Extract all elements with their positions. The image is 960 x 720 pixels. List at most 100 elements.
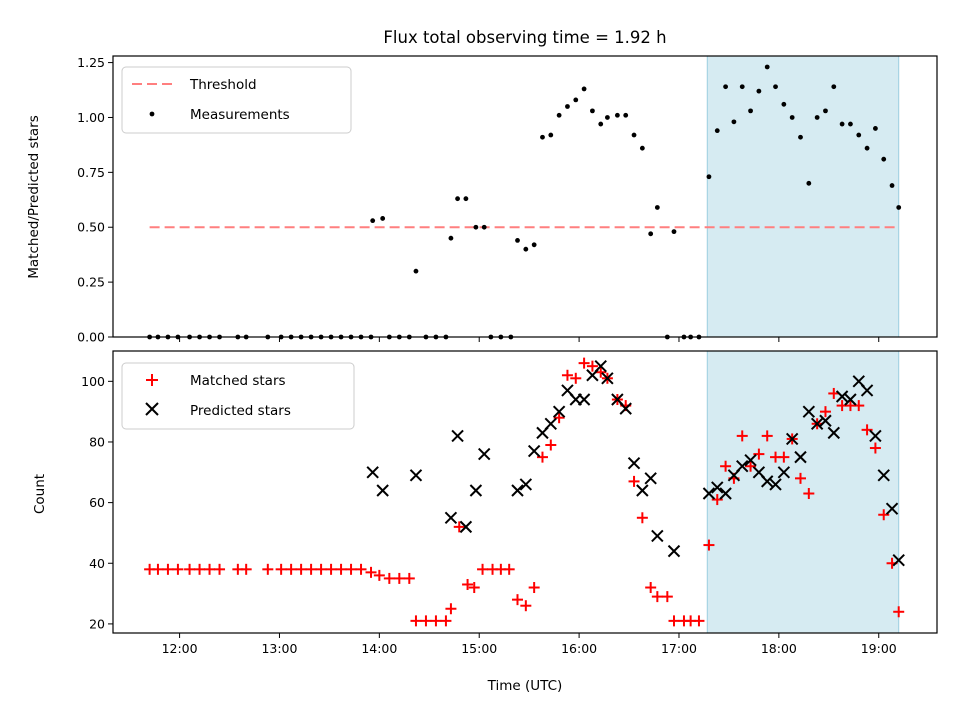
predicted-star-point [469,484,483,497]
matched-star-point [204,563,216,575]
measurement-point [590,108,595,114]
predicted-star-point [760,475,774,488]
bottom-observing-window-shade [706,350,900,634]
x-tick-label: 14:00 [361,641,397,656]
measurement-point [671,229,677,235]
measurement-point [864,145,870,151]
predicted-star-point [885,502,899,515]
matched-star-point [668,615,680,627]
predicted-star-point [819,414,832,427]
measurement-point [531,242,537,248]
matched-star-point [661,591,673,603]
matched-star-point [512,594,524,606]
measurement-point [523,246,529,252]
measurement-point [573,97,579,103]
measurement-point [806,180,812,186]
measurement-point [789,115,795,120]
matched-star-point [545,439,557,451]
top-legend-box [121,66,352,134]
matched-star-point [345,563,357,575]
matched-star-point [561,369,573,381]
matched-star-point [520,600,532,612]
predicted-star-point [877,469,890,482]
legend-measurements-label: Measurements [190,107,290,123]
bottom-y-ticks: 20 40 60 80 100 [81,374,113,631]
bottom-y-tick-label: 60 [89,495,105,510]
predicted-star-point [636,484,649,497]
matched-star-point [720,460,732,472]
matched-star-point [325,563,337,575]
matched-star-point [383,572,395,584]
measurement-point [614,112,620,118]
measurement-point [473,224,479,230]
bottom-y-tick-label: 100 [81,374,105,389]
predicted-star-point [711,481,724,494]
measurement-point [731,119,737,125]
bottom-panel: 20 40 60 80 100 12:00 13:00 14:00 15:00 16:00 17:… [32,350,938,694]
matched-star-point [893,606,905,618]
x-tick-label: 15:00 [461,641,497,656]
measurement-point [839,121,845,127]
measurement-point [739,84,745,90]
top-observing-window-shade [706,55,900,338]
predicted-star-point [810,417,824,430]
measurement-point [556,112,562,118]
matched-star-point [794,472,806,484]
matched-star-point [184,563,196,575]
predicted-star-point [511,484,524,497]
predicted-star-point [376,484,389,497]
matched-star-point [275,563,287,575]
x-tick-label: 16:00 [561,641,597,656]
predicted-star-point [651,529,664,543]
measurement-point [823,108,828,114]
matched-star-point [703,539,715,551]
bottom-legend: Matched stars Predicted stars [121,362,355,430]
predicted-star-point [827,426,840,440]
matched-star-point [295,563,307,575]
matched-star-point [315,563,327,575]
measurement-point [515,238,520,243]
matched-star-point [628,475,640,487]
predicted-star-point [544,417,558,430]
measurement-point [548,132,554,138]
matched-star-point [503,563,515,575]
measurement-point [598,121,604,127]
measurement-point [455,196,460,202]
predicted-star-point [835,390,849,403]
legend-matched-swatch [146,374,158,386]
measurement-point [623,112,629,118]
matched-star-point [736,430,748,442]
measurement-point [831,84,837,90]
predicted-star-point [409,469,423,482]
predicted-star-point [619,402,632,415]
matched-star-point [778,451,790,463]
matched-star-point [651,591,663,603]
top-panel-frame [112,55,938,338]
measurement-point [648,231,654,237]
x-tick-label: 18:00 [761,641,797,656]
measurement-point [540,134,545,140]
x-tick-label: 13:00 [261,641,297,656]
matched-star-point [335,563,347,575]
measurement-point [781,101,787,107]
predicted-star-point [785,432,799,446]
measurement-point [714,128,720,134]
predicted-star-point [844,393,857,406]
predicted-star-point [892,554,905,567]
legend-threshold-label: Threshold [189,77,257,93]
matched-star-point [462,578,474,590]
measurement-point [370,218,376,224]
bottom-x-ticks: 12:00 13:00 14:00 15:00 16:00 17:00 18:00 19:00 [162,633,897,656]
matched-star-point [440,615,452,627]
bottom-y-tick-label: 20 [89,616,105,631]
measurement-point [639,145,645,151]
x-tick-label: 17:00 [661,641,697,656]
predicted-star-point [802,405,816,418]
measurement-point [881,156,887,162]
predicted-star-point [769,478,782,491]
matched-star-point [162,563,174,575]
top-y-tick-label: 0.75 [77,165,105,180]
x-axis-label: Time (UTC) [487,678,563,694]
predicted-star-point [702,487,716,500]
